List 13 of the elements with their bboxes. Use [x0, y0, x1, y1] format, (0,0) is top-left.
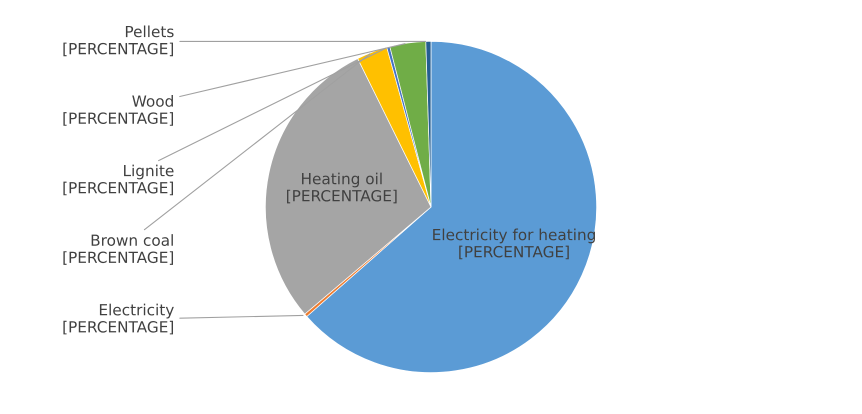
data-label: [PERCENTAGE]	[63, 42, 174, 56]
slice-label: Wood	[132, 95, 173, 107]
slice-label: Lignite	[124, 164, 174, 180]
slice-label: Electricity	[100, 304, 174, 318]
data-label: [PERCENTAGE]	[63, 112, 174, 126]
slice-label: Brown coal	[92, 234, 173, 246]
data-label: [PERCENTAGE]	[63, 320, 174, 334]
data-label: [PERCENTAGE]	[287, 190, 397, 204]
data-label: [PERCENTAGE]	[63, 251, 174, 265]
slice-label: Heating oil	[302, 172, 382, 188]
slice-label: Pellets	[126, 25, 174, 38]
data-label: [PERCENTAGE]	[459, 246, 569, 260]
data-label: [PERCENTAGE]	[63, 182, 174, 196]
